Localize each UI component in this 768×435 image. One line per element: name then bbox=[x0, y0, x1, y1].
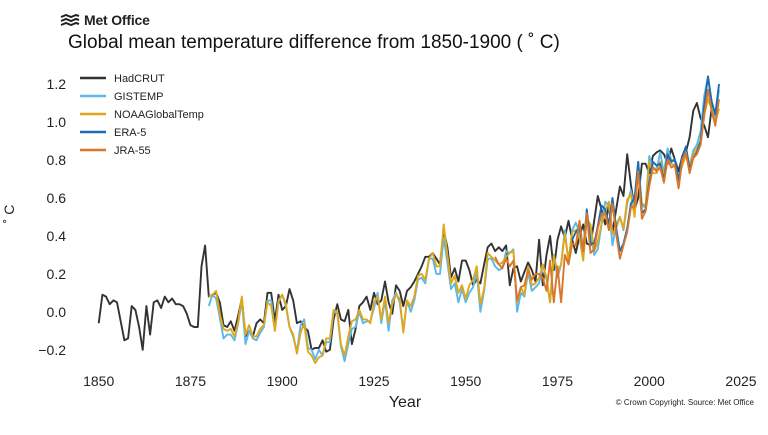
y-tick-label: 0.6 bbox=[47, 190, 67, 206]
legend-label: HadCRUT bbox=[114, 73, 165, 85]
met-office-wave-icon bbox=[60, 14, 80, 26]
x-tick-label: 2025 bbox=[725, 373, 756, 389]
y-tick-label: 1.2 bbox=[47, 76, 67, 92]
x-axis-label: Year bbox=[389, 394, 422, 411]
x-tick-label: 1950 bbox=[450, 373, 481, 389]
y-tick-label: −0.2 bbox=[38, 342, 66, 358]
legend-label: NOAAGlobalTemp bbox=[114, 109, 204, 121]
series-line-jra-55 bbox=[494, 88, 720, 304]
met-office-logo: Met Office bbox=[60, 12, 150, 28]
legend: HadCRUT GISTEMP NOAAGlobalTemp ERA-5 JRA-55 bbox=[80, 73, 204, 157]
y-axis-label: ˚ C bbox=[1, 205, 17, 224]
legend-label: GISTEMP bbox=[114, 91, 164, 103]
y-tick-label: 0.8 bbox=[47, 152, 67, 168]
x-tick-label: 1875 bbox=[175, 373, 206, 389]
axes: 1850 1875 1900 1925 1950 1975 2000 2025 −0.2 0.0 0… bbox=[1, 76, 757, 411]
series-line-noaaglobaltemp bbox=[208, 98, 720, 365]
series-lines bbox=[97, 75, 720, 365]
x-tick-label: 1975 bbox=[542, 373, 573, 389]
brand-name: Met Office bbox=[84, 12, 150, 28]
chart-title: Global mean temperature difference from … bbox=[68, 32, 560, 53]
x-tick-label: 2000 bbox=[634, 373, 665, 389]
y-tick-label: 0.4 bbox=[47, 228, 67, 244]
y-tick-label: 0.0 bbox=[47, 304, 67, 320]
legend-label: JRA-55 bbox=[114, 145, 151, 157]
x-tick-label: 1925 bbox=[358, 373, 389, 389]
x-tick-label: 1900 bbox=[267, 373, 298, 389]
y-tick-label: 0.2 bbox=[47, 266, 67, 282]
copyright-credit: © Crown Copyright. Source: Met Office bbox=[615, 398, 754, 407]
x-tick-label: 1850 bbox=[83, 373, 114, 389]
legend-label: ERA-5 bbox=[114, 127, 146, 139]
y-tick-label: 1.0 bbox=[47, 114, 67, 130]
